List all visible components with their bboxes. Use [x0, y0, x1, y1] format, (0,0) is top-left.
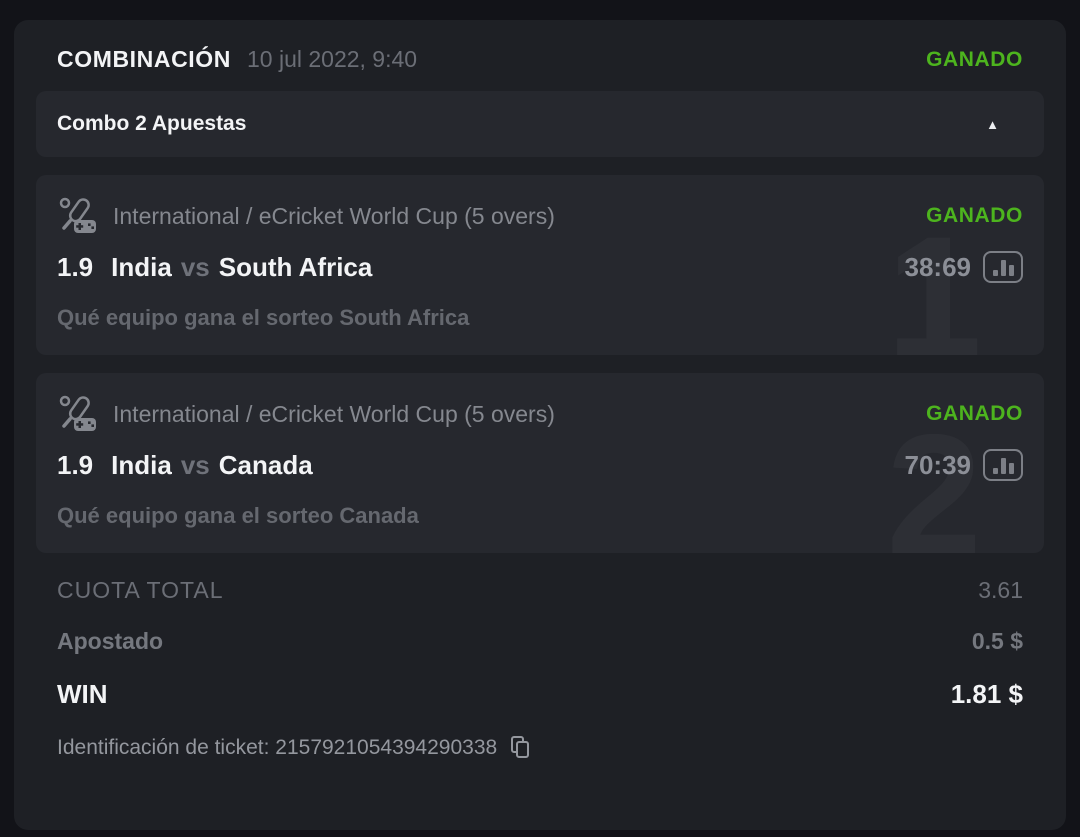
stats-icon[interactable]: [983, 251, 1023, 283]
market-description: Qué equipo gana el sorteo South Africa: [57, 305, 470, 330]
total-odds-label: CUOTA TOTAL: [57, 577, 224, 603]
match-score: 70:39: [904, 449, 972, 480]
bet-ticket: COMBINACIÓN 10 jul 2022, 9:40 GANADO Com…: [14, 20, 1066, 830]
bet-status-badge: GANADO: [926, 402, 1023, 425]
market-description: Qué equipo gana el sorteo Canada: [57, 503, 419, 528]
copy-icon[interactable]: [511, 736, 533, 760]
match-score: 38:69: [904, 251, 972, 282]
home-team: India: [111, 449, 172, 480]
ticket-status-badge: GANADO: [926, 47, 1023, 71]
league-label: International / eCricket World Cup (5 ov…: [113, 400, 555, 427]
away-team: South Africa: [218, 251, 373, 282]
ticket-id-text: Identificación de ticket: 21579210543942…: [57, 736, 498, 759]
combo-collapse-bar[interactable]: Combo 2 Apuestas ▲: [36, 91, 1044, 157]
ticket-id-row: Identificación de ticket: 21579210543942…: [36, 736, 1044, 760]
stats-icon[interactable]: [983, 449, 1023, 481]
win-label: WIN: [57, 679, 108, 709]
ticket-header: COMBINACIÓN 10 jul 2022, 9:40 GANADO: [36, 20, 1044, 91]
bet-card: 1 International / eCricket World Cup (5 …: [36, 175, 1044, 355]
league-label: International / eCricket World Cup (5 ov…: [113, 202, 555, 229]
esports-cricket-icon: [57, 393, 99, 435]
vs-label: vs: [180, 251, 210, 282]
stake-value: 0.5 $: [971, 628, 1023, 654]
home-team: India: [111, 251, 172, 282]
ticket-type-title: COMBINACIÓN: [57, 46, 231, 72]
esports-cricket-icon: [57, 195, 99, 237]
win-value: 1.81 $: [950, 679, 1023, 709]
bet-status-badge: GANADO: [926, 204, 1023, 227]
ticket-datetime: 10 jul 2022, 9:40: [246, 46, 418, 72]
combo-label: Combo 2 Apuestas: [57, 112, 247, 135]
vs-label: vs: [180, 449, 210, 480]
total-odds-row: CUOTA TOTAL 3.61: [36, 577, 1044, 604]
win-row: WIN 1.81 $: [36, 679, 1044, 710]
total-odds-value: 3.61: [978, 577, 1023, 603]
chevron-up-icon[interactable]: ▲: [986, 116, 999, 132]
stake-row: Apostado 0.5 $: [36, 628, 1044, 655]
bet-odds: 1.9: [57, 449, 94, 480]
bet-odds: 1.9: [57, 251, 94, 282]
bet-card: 2 International / eCricket World Cup (5 …: [36, 373, 1044, 553]
away-team: Canada: [218, 449, 313, 480]
stake-label: Apostado: [57, 628, 164, 654]
